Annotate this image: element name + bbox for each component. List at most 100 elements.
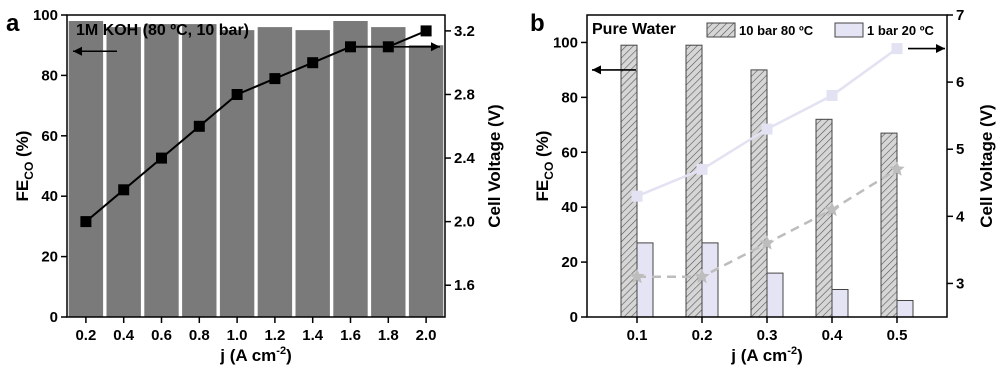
y2-tick-label: 1.6 — [454, 277, 475, 294]
x-tick-label: 0.5 — [887, 327, 908, 344]
x-tick-label: 2.0 — [416, 327, 437, 344]
panel-a-x-axis-label: j (A cm-2) — [219, 345, 292, 365]
y2-tick-label: 5 — [956, 141, 964, 158]
y-tick-label: 40 — [561, 199, 578, 216]
panel-a-y2-axis-label: Cell Voltage (V) — [485, 104, 504, 227]
voltage-star-0.1 — [629, 268, 645, 284]
voltage-point-0.4 — [118, 184, 130, 196]
panel-a-x-ticks: 0.2 0.4 0.6 0.8 1.0 1.2 1.4 1.6 1.8 2.0 — [75, 317, 437, 344]
x-tick-label: 0.8 — [189, 327, 210, 344]
fe-bar-1.4 — [295, 30, 330, 317]
fe-bar-2.0 — [408, 45, 444, 317]
x-tick-label: 1.8 — [378, 327, 399, 344]
fe-bar-1bar-0.3 — [766, 272, 784, 318]
voltage-point-0.8 — [193, 120, 205, 132]
panel-a-title: 1M KOH (80 ºC, 10 bar) — [76, 22, 249, 39]
x-tick-label: 0.2 — [692, 327, 713, 344]
y-tick-label: 100 — [553, 34, 578, 51]
panel-a-y-axis-label: FECO (%) — [13, 131, 36, 202]
y-tick-label: 20 — [561, 254, 578, 271]
voltage-square-0.2 — [696, 163, 708, 175]
y-tick-label: 60 — [41, 128, 58, 145]
right-axis-arrow — [392, 42, 440, 52]
fe-bar-1.2 — [257, 27, 293, 317]
voltage-point-1.2 — [269, 73, 281, 85]
x-tick-label: 0.2 — [75, 327, 96, 344]
panel-b-axis-arrows — [592, 44, 945, 75]
x-tick-label: 1.4 — [302, 327, 324, 344]
y-tick-label: 80 — [561, 89, 578, 106]
voltage-point-1.0 — [231, 89, 243, 100]
panel-b: b 0.1 0.2 0.3 0.4 0.5 0 20 40 60 80 100 3 4 5 6 7 Pur… — [530, 7, 996, 365]
voltage-point-1.4 — [307, 57, 319, 69]
voltage-star-0.5 — [889, 161, 905, 176]
legend-swatch-lavender — [834, 22, 864, 38]
panel-b-voltage-lines — [629, 43, 905, 284]
panel-a-bars — [68, 21, 444, 317]
y2-tick-label: 7 — [956, 7, 964, 24]
y2-tick-label: 6 — [956, 74, 964, 91]
y2-tick-label: 4 — [956, 208, 965, 225]
panel-b-y2-ticks: 3 4 5 6 7 — [947, 7, 965, 292]
x-tick-label: 0.6 — [151, 327, 172, 344]
x-tick-label: 0.1 — [627, 327, 648, 344]
fe-bar-0.6 — [144, 24, 179, 317]
fe-bar-0.4 — [106, 27, 141, 317]
fe-bar-1.6 — [333, 21, 368, 317]
voltage-point-1.6 — [345, 41, 356, 53]
panel-b-letter: b — [530, 10, 545, 37]
y2-tick-label: 2.8 — [454, 86, 475, 103]
voltage-star-0.3 — [759, 235, 775, 250]
panel-b-y2-axis-label: Cell Voltage (V) — [977, 104, 996, 227]
panel-b-bars — [620, 44, 914, 318]
panel-b-legend: 10 bar 80 ºC 1 bar 20 ºC — [706, 22, 935, 38]
y-tick-label: 60 — [561, 144, 578, 161]
voltage-point-2.0 — [420, 25, 432, 37]
panel-a-axis-arrows — [73, 42, 440, 56]
fe-bar-0.2 — [68, 21, 104, 317]
y-tick-label: 20 — [41, 249, 58, 266]
fe-bar-10bar-0.4 — [815, 118, 833, 318]
right-axis-arrow — [908, 44, 945, 54]
x-tick-label: 0.4 — [113, 327, 135, 344]
voltage-square-0.4 — [826, 90, 838, 101]
voltage-square-0.5 — [891, 43, 903, 55]
voltage-point-1.8 — [382, 41, 394, 53]
fe-bar-1bar-0.4 — [831, 289, 849, 318]
panel-a-y2-ticks: 1.6 2.0 2.4 2.8 3.2 — [445, 23, 476, 294]
y2-tick-label: 2.0 — [454, 214, 475, 231]
panel-b-x-ticks: 0.1 0.2 0.3 0.4 0.5 — [627, 317, 908, 344]
x-tick-label: 0.3 — [757, 327, 778, 344]
y-tick-label: 0 — [50, 309, 58, 326]
panel-a-voltage-line — [80, 25, 432, 228]
y-tick-label: 40 — [41, 188, 58, 205]
fe-bar-10bar-0.5 — [880, 132, 898, 318]
y2-tick-label: 2.4 — [454, 150, 476, 167]
voltage-point-0.6 — [156, 152, 167, 164]
panel-a-y-ticks: 0 20 40 60 80 100 — [33, 7, 67, 326]
legend-label-1-bar: 1 bar 20 ºC — [867, 23, 935, 38]
panel-a-letter: a — [6, 10, 20, 37]
panel-b-x-axis-label: j (A cm-2) — [730, 345, 803, 365]
left-axis-arrow — [592, 65, 636, 75]
x-tick-label: 1.0 — [227, 327, 248, 344]
legend-label-10-bar: 10 bar 80 ºC — [739, 23, 814, 38]
y-tick-label: 80 — [41, 67, 58, 84]
voltage-square-0.1 — [631, 190, 643, 202]
panel-b-y-ticks: 0 20 40 60 80 100 — [553, 34, 587, 326]
legend-swatch-hatched — [706, 22, 736, 38]
x-tick-label: 1.2 — [264, 327, 285, 344]
voltage-line — [85, 29, 427, 223]
x-tick-label: 0.4 — [822, 327, 844, 344]
panel-b-title: Pure Water — [592, 21, 676, 38]
voltage-square-0.3 — [761, 123, 773, 135]
left-axis-arrow — [73, 46, 117, 56]
x-tick-label: 1.6 — [340, 327, 361, 344]
panel-b-y-axis-label: FECO (%) — [533, 131, 556, 202]
fe-bar-0.8 — [182, 24, 217, 317]
fe-bar-1.8 — [371, 27, 406, 317]
fe-bar-1bar-0.5 — [896, 300, 914, 318]
y-tick-label: 100 — [33, 7, 58, 24]
voltage-star-0.2 — [694, 268, 710, 284]
